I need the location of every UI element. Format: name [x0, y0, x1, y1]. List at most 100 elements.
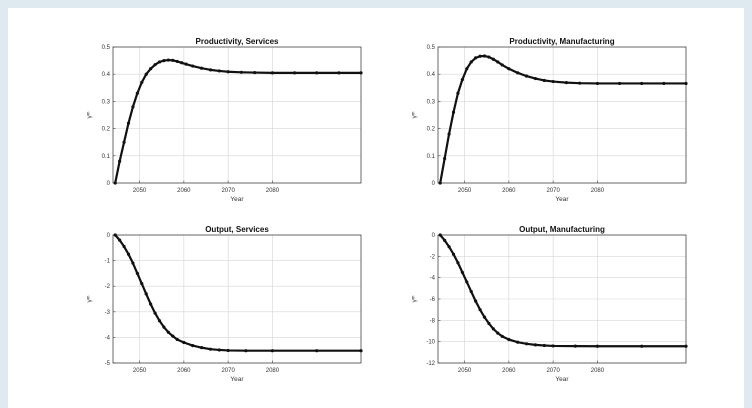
data-point — [465, 67, 469, 71]
y-tick-label: 0.5 — [102, 45, 111, 51]
data-point — [118, 159, 122, 163]
y-tick-label: -5 — [105, 361, 111, 367]
data-point — [443, 156, 447, 161]
x-tick-label: 2070 — [221, 188, 235, 194]
data-point — [126, 121, 131, 125]
y-tick-label: 0.4 — [427, 72, 436, 78]
x-tick-label: 2060 — [177, 368, 191, 374]
x-tick-label: 2080 — [266, 368, 280, 374]
data-point — [226, 70, 230, 74]
x-tick-label: 2070 — [546, 368, 560, 374]
data-point — [474, 299, 478, 303]
data-point — [359, 71, 363, 75]
data-point — [140, 80, 144, 84]
data-point — [162, 59, 166, 63]
data-point — [118, 238, 122, 242]
data-point — [551, 344, 555, 348]
chart-panel-3: 2050 2060 2070 2080 -5 -4 -3 -2 -1 0 Output, Servi… — [86, 225, 363, 383]
data-point — [465, 280, 469, 284]
y-tick-label: -2 — [105, 284, 111, 290]
data-point — [208, 68, 213, 72]
chart-title: Output, Services — [205, 225, 269, 234]
data-point — [166, 330, 170, 334]
data-point — [551, 79, 555, 84]
x-tick-label: 2050 — [458, 188, 472, 194]
data-point — [578, 81, 582, 85]
data-point — [564, 81, 569, 85]
data-point — [524, 342, 529, 346]
data-point — [496, 331, 500, 335]
data-point — [175, 59, 179, 64]
chart-panel-1: 2050 2060 2070 2080 0 0.1 0.2 0.3 0.4 0.5 Producti… — [86, 37, 363, 203]
plot-area-frame — [112, 46, 362, 184]
y-tick-label: 0.3 — [102, 99, 111, 105]
data-point — [516, 340, 520, 344]
data-point — [270, 349, 275, 353]
data-point — [469, 289, 473, 294]
data-point — [315, 71, 319, 75]
x-tick-label: 2080 — [591, 188, 605, 194]
y-tick-label: 0.2 — [427, 127, 436, 133]
data-point — [113, 233, 117, 237]
y-tick-label: -8 — [430, 318, 436, 324]
x-tick-label: 2080 — [266, 188, 280, 194]
data-point — [157, 319, 162, 323]
data-point — [144, 72, 148, 76]
data-point — [460, 270, 464, 274]
data-point — [149, 302, 153, 306]
x-tick-label: 2080 — [591, 368, 605, 374]
data-point — [162, 325, 166, 329]
chart-panel-4: 2050 2060 2070 2080 -12 -10 -8 -6 -4 -2 0 Output, M… — [411, 225, 688, 383]
series-line — [439, 233, 688, 348]
data-point — [270, 71, 275, 75]
data-point — [191, 343, 195, 348]
data-point — [217, 69, 221, 73]
data-point — [684, 81, 688, 86]
data-point — [496, 60, 500, 64]
y-tick-label: 0 — [107, 181, 111, 187]
y-tick-label: 0.5 — [427, 45, 436, 51]
data-point — [122, 140, 126, 144]
data-point — [478, 54, 482, 58]
data-point — [617, 81, 622, 86]
data-point — [684, 344, 688, 348]
y-tick-label: 0.3 — [427, 99, 436, 105]
data-point — [135, 271, 139, 275]
y-tick-label: 0 — [432, 233, 436, 239]
data-point — [482, 315, 487, 319]
data-point — [182, 340, 186, 345]
data-point — [122, 244, 126, 249]
data-point — [451, 252, 456, 256]
x-axis-label: Year — [230, 376, 244, 383]
data-point — [500, 63, 504, 67]
y-tick-label: 0.4 — [102, 72, 111, 78]
data-point — [184, 62, 188, 66]
data-point — [153, 63, 157, 67]
series-line — [114, 233, 363, 352]
data-point — [208, 347, 213, 351]
y-tick-label: -12 — [426, 361, 435, 367]
data-point — [478, 308, 482, 312]
data-point — [533, 343, 538, 347]
data-point — [191, 64, 195, 68]
y-tick-label: 0.1 — [427, 154, 436, 160]
data-point — [533, 76, 538, 81]
plot-area-frame — [112, 234, 362, 364]
data-point — [292, 71, 297, 75]
data-point — [253, 70, 257, 75]
data-point — [171, 334, 175, 338]
x-tick-label: 2050 — [458, 368, 472, 374]
data-point — [482, 54, 487, 58]
plot-area-frame — [437, 46, 687, 184]
data-point — [456, 91, 460, 95]
y-tick-label: -3 — [105, 310, 111, 316]
data-point — [447, 245, 451, 249]
series-line — [114, 58, 363, 185]
x-tick-label: 2070 — [221, 368, 235, 374]
data-point — [456, 261, 460, 265]
data-point — [140, 282, 144, 286]
data-point — [447, 132, 451, 136]
data-point — [337, 71, 341, 75]
x-axis-label: Year — [230, 196, 244, 203]
x-axis-label: Year — [555, 196, 569, 203]
